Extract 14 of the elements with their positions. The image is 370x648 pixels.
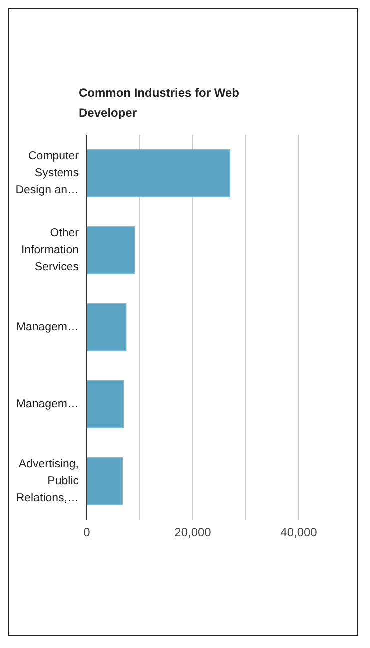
- bar: [87, 150, 231, 198]
- y-tick-label: Other Information Services: [21, 228, 80, 274]
- x-tick-label: 0: [84, 526, 91, 540]
- bar: [87, 304, 127, 352]
- x-tick-label: 40,000: [280, 526, 318, 540]
- y-tick-label: Managem…: [16, 322, 79, 334]
- y-tick-label: Managem…: [16, 398, 79, 411]
- y-tick-label: Advertising, Public Relations,…: [16, 458, 80, 505]
- bar: [87, 380, 124, 428]
- y-tick-label: Computer Systems Design an…: [16, 150, 80, 197]
- x-tick-label: 20,000: [174, 526, 212, 540]
- bar: [87, 226, 136, 274]
- chart-title: Common Industries for Web Developer: [79, 85, 240, 122]
- bar: [87, 458, 124, 506]
